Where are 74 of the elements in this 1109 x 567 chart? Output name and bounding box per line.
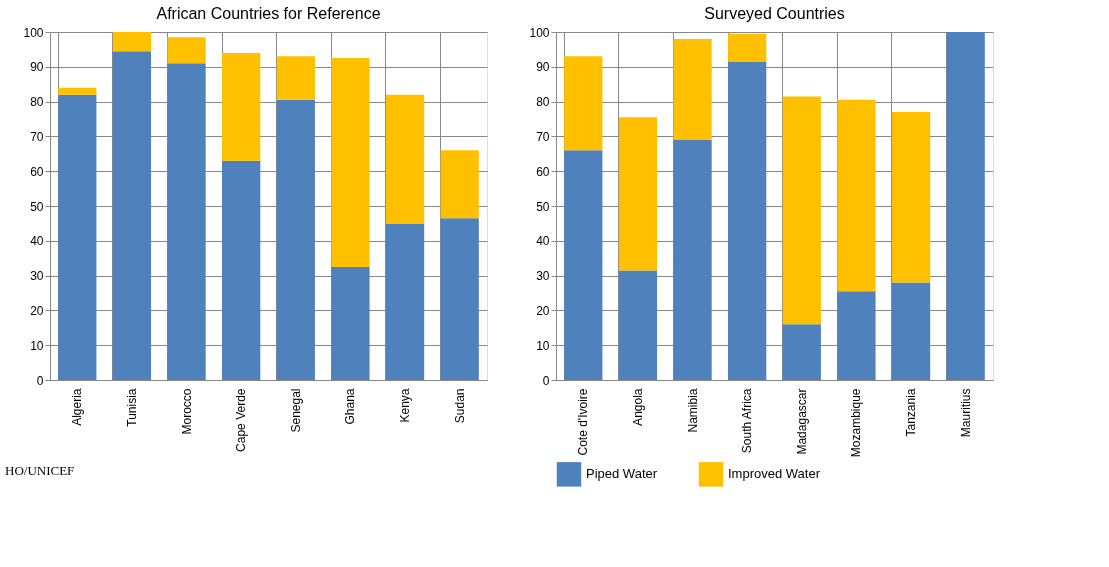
- bar: [112, 51, 152, 380]
- y-tick-label: 50: [30, 199, 44, 214]
- bar: [618, 117, 658, 271]
- x-tick-label: Angola: [630, 388, 645, 426]
- x-tick-label: Algeria: [70, 388, 85, 426]
- bar: [673, 38, 712, 140]
- bar: [728, 61, 767, 380]
- bar: [728, 33, 767, 62]
- x-tick-label: Cape Verde: [234, 388, 249, 452]
- y-tick-label: 60: [536, 164, 550, 179]
- y-tick-label: 20: [536, 303, 550, 318]
- y-tick-label: 40: [30, 234, 44, 249]
- bar: [385, 223, 425, 380]
- bar: [891, 282, 931, 380]
- bar: [167, 37, 206, 64]
- bar: [58, 87, 97, 95]
- y-tick-label: 60: [30, 164, 44, 179]
- x-tick-label: Mozambique: [849, 388, 864, 458]
- bar: [276, 56, 315, 100]
- bar: [891, 112, 931, 283]
- bar: [782, 96, 821, 325]
- y-tick-label: 10: [30, 338, 44, 353]
- bar: [331, 266, 370, 380]
- x-tick-label: Sudan: [452, 388, 467, 424]
- x-tick-label: Cote d'Ivoire: [576, 388, 591, 456]
- x-tick-label: Mauritius: [958, 388, 973, 438]
- bar: [837, 291, 876, 380]
- legend-label: Improved Water: [728, 466, 821, 482]
- x-tick-label: Madagascar: [794, 388, 809, 455]
- y-tick-label: 70: [30, 129, 44, 144]
- bar: [946, 32, 985, 380]
- x-tick-label: Namibia: [685, 388, 700, 433]
- bar: [276, 99, 315, 380]
- y-tick-label: 30: [30, 269, 44, 284]
- y-tick-label: 50: [536, 199, 550, 214]
- y-tick-label: 70: [536, 129, 550, 144]
- y-tick-label: 40: [536, 234, 550, 249]
- bar: [673, 139, 712, 380]
- x-tick-label: Ghana: [343, 388, 358, 425]
- y-tick-label: 90: [536, 60, 550, 75]
- y-tick-label: 100: [23, 25, 44, 40]
- y-tick-label: 0: [36, 373, 44, 388]
- bar: [167, 63, 206, 380]
- bar: [222, 160, 261, 380]
- bar: [440, 218, 479, 380]
- x-tick-label: Kenya: [398, 388, 413, 423]
- x-tick-label: Tunisia: [124, 388, 139, 427]
- bar: [618, 270, 658, 380]
- bar: [58, 94, 97, 380]
- bar: [564, 150, 603, 380]
- bar: [331, 58, 370, 267]
- y-tick-label: 100: [529, 25, 550, 40]
- bar: [222, 52, 261, 161]
- y-tick-label: 80: [536, 95, 550, 110]
- chart-title: Surveyed Countries: [704, 5, 845, 22]
- x-tick-label: Tanzania: [904, 388, 919, 437]
- y-tick-label: 30: [536, 269, 550, 284]
- y-tick-label: 0: [542, 373, 550, 388]
- bar: [385, 94, 425, 224]
- y-tick-label: 90: [30, 60, 44, 75]
- y-tick-label: 10: [536, 338, 550, 353]
- bar: [782, 324, 821, 380]
- y-tick-label: 80: [30, 95, 44, 110]
- bar: [837, 99, 876, 292]
- x-tick-label: Senegal: [288, 388, 303, 433]
- x-tick-label: South Africa: [740, 388, 755, 454]
- bar: [112, 32, 152, 52]
- chart-title: African Countries for Reference: [156, 5, 381, 22]
- legend-label: Piped Water: [586, 466, 658, 482]
- y-tick-label: 20: [30, 303, 44, 318]
- bar: [564, 56, 603, 151]
- bar: [440, 150, 479, 219]
- text: HO/UNICEF: [5, 463, 75, 478]
- x-tick-label: Morocco: [179, 388, 194, 435]
